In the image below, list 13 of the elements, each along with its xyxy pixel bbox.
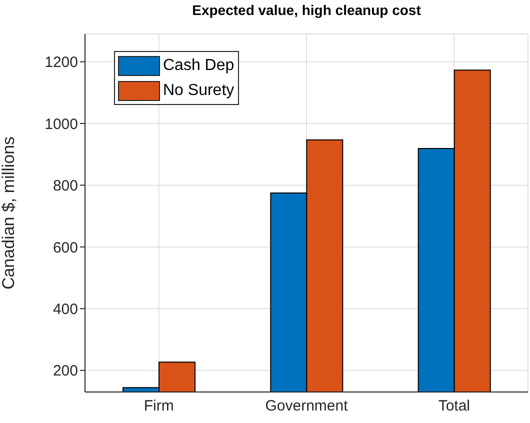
y-tick-label: 200 [52, 362, 78, 380]
y-tick-label: 1000 [44, 116, 78, 133]
legend-label: No Surety [162, 80, 234, 100]
chart-title: Expected value, high cleanup cost [191, 2, 422, 18]
y-tick-label: 800 [52, 178, 78, 195]
y-tick-label: 400 [52, 300, 78, 318]
y-tick-label: 600 [52, 239, 78, 256]
y-tick-label: 1200 [44, 54, 78, 72]
legend-label: Cash Dep [162, 56, 234, 76]
x-tick-label: Government [265, 398, 349, 415]
x-tick-label: Firm [144, 398, 174, 415]
y-axis-title: Canadian $, millions [0, 136, 18, 290]
x-tick-label: Total [438, 398, 470, 415]
